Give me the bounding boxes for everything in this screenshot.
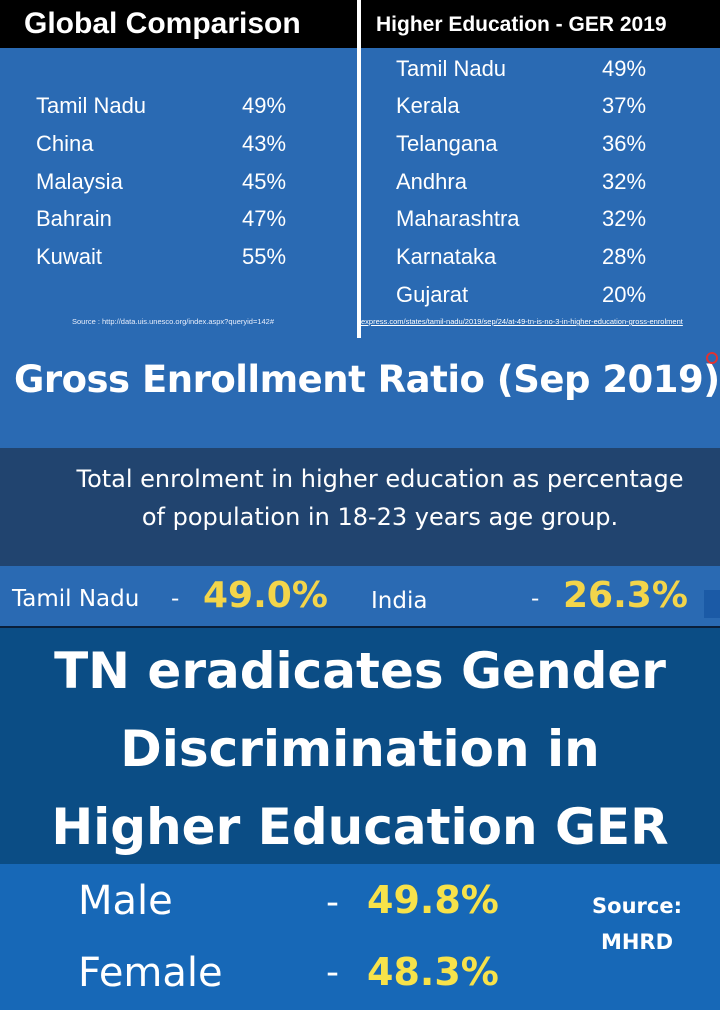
male-label: Male bbox=[78, 878, 173, 924]
global-comparison-panel bbox=[0, 0, 357, 338]
higher-education-title: Higher Education - GER 2019 bbox=[361, 0, 720, 48]
ger-description-line: Total enrolment in higher education as p… bbox=[76, 465, 684, 493]
male-dash: - bbox=[326, 882, 339, 923]
ger-title: Gross Enrollment Ratio (Sep 2019) bbox=[14, 358, 720, 401]
ger-row-name: Gujarat bbox=[396, 282, 469, 307]
global-row-value: 47% bbox=[242, 206, 287, 231]
india-ger-value: 26.3% bbox=[563, 575, 688, 616]
global-row-value: 45% bbox=[242, 169, 287, 194]
india-dash: - bbox=[531, 586, 540, 612]
india-label: India bbox=[371, 588, 428, 614]
mhrd-source-line: Source: bbox=[592, 894, 682, 918]
tn-dash: - bbox=[171, 586, 180, 612]
ger-source-link[interactable]: express.com/states/tamil-nadu/2019/sep/2… bbox=[361, 317, 683, 326]
ger-row-value: 20% bbox=[602, 282, 647, 307]
panel-divider bbox=[357, 0, 361, 338]
ger-source-link-wrap: express.com/states/tamil-nadu/2019/sep/2… bbox=[361, 317, 720, 326]
global-row-name: Kuwait bbox=[36, 244, 103, 269]
female-label: Female bbox=[78, 950, 223, 996]
ger-row-name: Karnataka bbox=[396, 244, 497, 269]
male-value: 49.8% bbox=[367, 878, 499, 922]
mhrd-source: Source: MHRD bbox=[574, 888, 700, 960]
ger-row-value: 32% bbox=[602, 206, 647, 231]
ger-description-band bbox=[0, 448, 720, 566]
female-value: 48.3% bbox=[367, 950, 499, 994]
gender-title-band bbox=[0, 628, 720, 864]
tn-label: Tamil Nadu bbox=[12, 586, 140, 612]
mhrd-source-line: MHRD bbox=[600, 930, 674, 954]
global-source-note: Source : http://data.uis.unesco.org/inde… bbox=[72, 317, 275, 326]
ger-row-name: Telangana bbox=[396, 131, 498, 156]
ger-row-value: 28% bbox=[602, 244, 647, 269]
ger-row-name: Tamil Nadu bbox=[396, 56, 507, 81]
global-row-name: Bahrain bbox=[36, 206, 112, 231]
ger-row-value: 32% bbox=[602, 169, 647, 194]
gender-headline: TN eradicates Gender Discrimination in H… bbox=[0, 632, 720, 866]
gender-headline-line: Discrimination in bbox=[120, 720, 600, 778]
global-row-value: 49% bbox=[242, 93, 287, 118]
global-row-name: Malaysia bbox=[36, 169, 123, 194]
blue-square-marker bbox=[704, 590, 720, 618]
global-comparison-title: Global Comparison bbox=[0, 0, 357, 48]
global-row-value: 55% bbox=[242, 244, 287, 269]
ger-row-name: Maharashtra bbox=[396, 206, 520, 231]
record-dot-icon bbox=[706, 352, 718, 364]
female-dash: - bbox=[326, 952, 339, 993]
ger-comparison-bar bbox=[0, 566, 720, 626]
global-row-name: Tamil Nadu bbox=[36, 93, 147, 118]
gender-headline-line: Higher Education GER bbox=[51, 798, 669, 856]
ger-row-name: Kerala bbox=[396, 93, 460, 118]
ger-row-name: Andhra bbox=[396, 169, 467, 194]
ger-description-line: of population in 18-23 years age group. bbox=[141, 503, 619, 531]
global-row-value: 43% bbox=[242, 131, 287, 156]
gender-headline-line: TN eradicates Gender bbox=[54, 642, 666, 700]
ger-title-band bbox=[0, 338, 720, 448]
higher-education-panel bbox=[361, 0, 720, 338]
gender-values-band bbox=[0, 864, 720, 1010]
global-row-name: China bbox=[36, 131, 94, 156]
ger-row-value: 37% bbox=[602, 93, 647, 118]
ger-row-value: 36% bbox=[602, 131, 647, 156]
ger-row-value: 49% bbox=[602, 56, 647, 81]
tn-ger-value: 49.0% bbox=[203, 575, 328, 616]
ger-description: Total enrolment in higher education as p… bbox=[0, 460, 720, 536]
